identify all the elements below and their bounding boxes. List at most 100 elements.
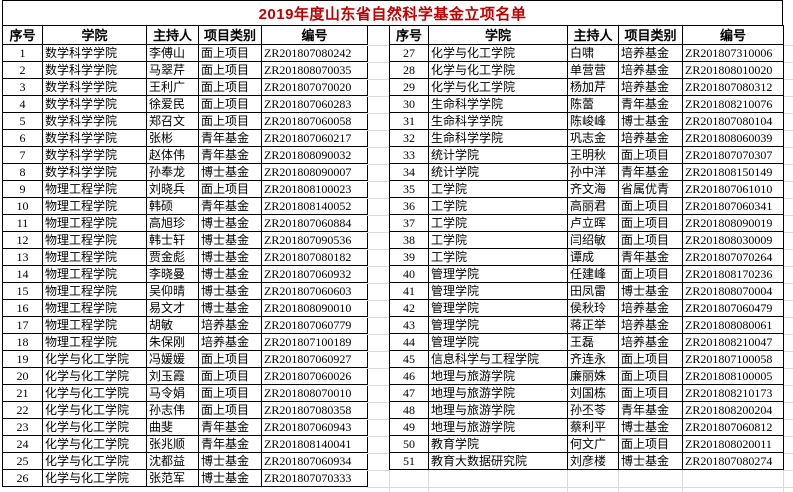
table-header: 序号 学院 主持人 项目类别 编号 <box>2 25 368 45</box>
cell-index: 5 <box>2 112 43 130</box>
table-row: 37 工学院 卢立晖 面上项目 ZR201808090019 <box>389 214 784 232</box>
gridline-vertical <box>428 470 429 492</box>
cell-college: 物理工程学院 <box>42 214 147 232</box>
header-row: 序号 学院 主持人 项目类别 编号 <box>2 25 368 45</box>
cell-index: 21 <box>2 384 43 402</box>
cell-college: 数学科学学院 <box>42 129 147 147</box>
cell-category: 博士基金 <box>198 282 262 300</box>
cell-code: ZR201807080312 <box>682 78 784 96</box>
cell-college: 化学与化工学院 <box>42 401 147 419</box>
cell-index: 7 <box>2 146 43 164</box>
cell-category: 培养基金 <box>618 78 683 96</box>
cell-pi: 孙志伟 <box>146 401 199 419</box>
column-header-index: 序号 <box>2 25 43 45</box>
table-row: 31 生命科学学院 陈峻峰 博士基金 ZR201807080104 <box>389 112 784 130</box>
cell-category: 博士基金 <box>618 112 683 130</box>
cell-pi: 张范军 <box>146 469 199 487</box>
column-header-pi: 主持人 <box>146 25 199 45</box>
cell-college: 地理与旅游学院 <box>428 401 568 419</box>
cell-index: 47 <box>389 384 429 402</box>
cell-college: 化学与化工学院 <box>42 418 147 436</box>
cell-code: ZR201807060812 <box>682 418 784 436</box>
cell-pi: 孙丕苓 <box>567 401 619 419</box>
cell-college: 统计学院 <box>428 146 568 164</box>
cell-category: 培养基金 <box>618 61 683 79</box>
gridline-vertical <box>618 470 619 492</box>
cell-category: 青年基金 <box>198 146 262 164</box>
cell-pi: 胡敏 <box>146 316 199 334</box>
cell-code: ZR201807060058 <box>261 112 368 130</box>
cell-pi: 冯媛媛 <box>146 350 199 368</box>
cell-category: 面上项目 <box>198 350 262 368</box>
cell-college: 教育学院 <box>428 435 568 453</box>
cell-code: ZR201808210047 <box>682 333 784 351</box>
cell-college: 数学科学学院 <box>42 44 147 62</box>
cell-code: ZR201807060283 <box>261 95 368 113</box>
cell-pi: 陈峻峰 <box>567 112 619 130</box>
cell-code: ZR201808100023 <box>261 180 368 198</box>
cell-index: 33 <box>389 146 429 164</box>
cell-pi: 孙奉龙 <box>146 163 199 181</box>
cell-category: 面上项目 <box>618 197 683 215</box>
cell-college: 数学科学学院 <box>42 146 147 164</box>
cell-college: 地理与旅游学院 <box>428 418 568 436</box>
table-row: 2 数学科学学院 马翠芹 面上项目 ZR201808070035 <box>2 61 368 79</box>
cell-category: 面上项目 <box>198 112 262 130</box>
table-row: 43 管理学院 蒋正举 培养基金 ZR201808080061 <box>389 316 784 334</box>
table-row: 32 生命科学学院 巩志金 培养基金 ZR201808060039 <box>389 129 784 147</box>
cell-category: 博士基金 <box>198 248 262 266</box>
cell-index: 1 <box>2 44 43 62</box>
table-row: 16 物理工程学院 易文才 博士基金 ZR201808090010 <box>2 299 368 317</box>
cell-index: 34 <box>389 163 429 181</box>
cell-category: 培养基金 <box>618 44 683 62</box>
table-row: 44 管理学院 王磊 培养基金 ZR201808210047 <box>389 333 784 351</box>
table-row: 28 化学与化工学院 单营营 培养基金 ZR201808010020 <box>389 61 784 79</box>
cell-code: ZR201808070035 <box>261 61 368 79</box>
cell-index: 36 <box>389 197 429 215</box>
cell-code: ZR201807060479 <box>682 299 784 317</box>
cell-pi: 任建峰 <box>567 265 619 283</box>
cell-code: ZR201808200204 <box>682 401 784 419</box>
cell-pi: 郑召文 <box>146 112 199 130</box>
cell-pi: 巩志金 <box>567 129 619 147</box>
cell-pi: 沈都益 <box>146 452 199 470</box>
cell-pi: 王利广 <box>146 78 199 96</box>
cell-category: 面上项目 <box>198 78 262 96</box>
table-row: 13 物理工程学院 贾金彪 博士基金 ZR201807080182 <box>2 248 368 266</box>
table-row: 48 地理与旅游学院 孙丕苓 青年基金 ZR201808200204 <box>389 401 784 419</box>
cell-index: 14 <box>2 265 43 283</box>
column-header-code: 编号 <box>261 25 368 45</box>
cell-index: 3 <box>2 78 43 96</box>
cell-code: ZR201808170236 <box>682 265 784 283</box>
cell-code: ZR201807060934 <box>261 452 368 470</box>
table-row: 22 化学与化工学院 孙志伟 面上项目 ZR201807080358 <box>2 401 368 419</box>
cell-code: ZR201807090536 <box>261 231 368 249</box>
cell-index: 48 <box>389 401 429 419</box>
cell-college: 化学与化工学院 <box>42 367 147 385</box>
cell-code: ZR201808090010 <box>261 299 368 317</box>
cell-pi: 贾金彪 <box>146 248 199 266</box>
cell-college: 物理工程学院 <box>42 180 147 198</box>
cell-pi: 李晓曼 <box>146 265 199 283</box>
gridline-right-margin <box>784 45 793 488</box>
cell-pi: 孙中洋 <box>567 163 619 181</box>
cell-college: 物理工程学院 <box>42 248 147 266</box>
table-row: 49 地理与旅游学院 蔡利平 博士基金 ZR201807060812 <box>389 418 784 436</box>
table-body: 27 化学与化工学院 白啸 培养基金 ZR201807310006 28 化学与化工学院 单营… <box>389 44 784 470</box>
cell-category: 青年基金 <box>618 95 683 113</box>
table-row: 11 物理工程学院 高旭珍 博士基金 ZR201807060884 <box>2 214 368 232</box>
cell-pi: 侯秋玲 <box>567 299 619 317</box>
cell-index: 39 <box>389 248 429 266</box>
cell-code: ZR201808090019 <box>682 214 784 232</box>
cell-code: ZR201807060341 <box>682 197 784 215</box>
cell-pi: 刘玉霞 <box>146 367 199 385</box>
cell-code: ZR201807060217 <box>261 129 368 147</box>
cell-category: 省属优青 <box>618 180 683 198</box>
table-row: 26 化学与化工学院 张范军 博士基金 ZR201807070333 <box>2 469 368 487</box>
cell-index: 26 <box>2 469 43 487</box>
cell-index: 40 <box>389 265 429 283</box>
cell-college: 管理学院 <box>428 282 568 300</box>
cell-index: 29 <box>389 78 429 96</box>
cell-college: 物理工程学院 <box>42 282 147 300</box>
column-header-college: 学院 <box>428 25 568 45</box>
